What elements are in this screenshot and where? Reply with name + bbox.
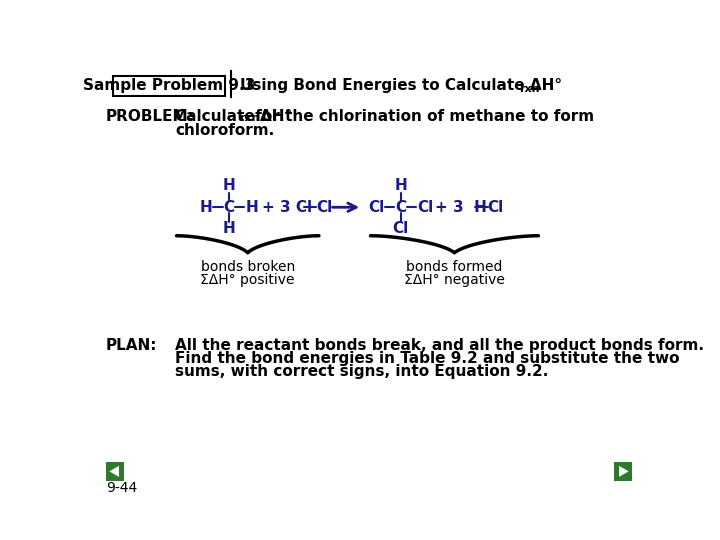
- Text: bonds formed: bonds formed: [406, 260, 503, 274]
- Text: ΣΔH° positive: ΣΔH° positive: [200, 273, 295, 287]
- Text: for the chlorination of methane to form: for the chlorination of methane to form: [250, 110, 594, 124]
- Polygon shape: [109, 466, 119, 477]
- Text: Cl: Cl: [392, 221, 409, 237]
- FancyBboxPatch shape: [106, 462, 124, 481]
- Text: H: H: [246, 200, 258, 215]
- Text: Cl: Cl: [487, 200, 504, 215]
- Text: PROBLEM:: PROBLEM:: [106, 110, 194, 124]
- Text: Sample Problem 9.3: Sample Problem 9.3: [83, 78, 256, 93]
- Text: rxn: rxn: [239, 112, 259, 123]
- Text: + 3 Cl: + 3 Cl: [262, 200, 312, 215]
- Text: Cl: Cl: [368, 200, 384, 215]
- Text: PLAN:: PLAN:: [106, 338, 157, 353]
- Text: 9-44: 9-44: [106, 481, 137, 495]
- Text: Cl: Cl: [316, 200, 332, 215]
- Text: H: H: [222, 221, 235, 237]
- Text: H: H: [394, 178, 407, 193]
- Text: bonds broken: bonds broken: [201, 260, 295, 274]
- FancyBboxPatch shape: [113, 76, 225, 96]
- Text: H: H: [199, 200, 212, 215]
- Text: C: C: [223, 200, 235, 215]
- FancyBboxPatch shape: [614, 462, 632, 481]
- Text: chloroform.: chloroform.: [175, 123, 274, 138]
- Text: Using Bond Energies to Calculate ΔH°: Using Bond Energies to Calculate ΔH°: [240, 78, 562, 93]
- Text: rxn: rxn: [519, 84, 540, 94]
- Text: Calculate ΔH°: Calculate ΔH°: [175, 110, 292, 124]
- Text: H: H: [222, 178, 235, 193]
- Text: C: C: [395, 200, 406, 215]
- Text: ΣΔH° negative: ΣΔH° negative: [404, 273, 505, 287]
- Text: Cl: Cl: [417, 200, 433, 215]
- Text: + 3  H: + 3 H: [435, 200, 487, 215]
- Text: sums, with correct signs, into Equation 9.2.: sums, with correct signs, into Equation …: [175, 364, 549, 379]
- Text: All the reactant bonds break, and all the product bonds form.: All the reactant bonds break, and all th…: [175, 338, 704, 353]
- Text: Find the bond energies in Table 9.2 and substitute the two: Find the bond energies in Table 9.2 and …: [175, 351, 680, 366]
- Polygon shape: [619, 466, 629, 477]
